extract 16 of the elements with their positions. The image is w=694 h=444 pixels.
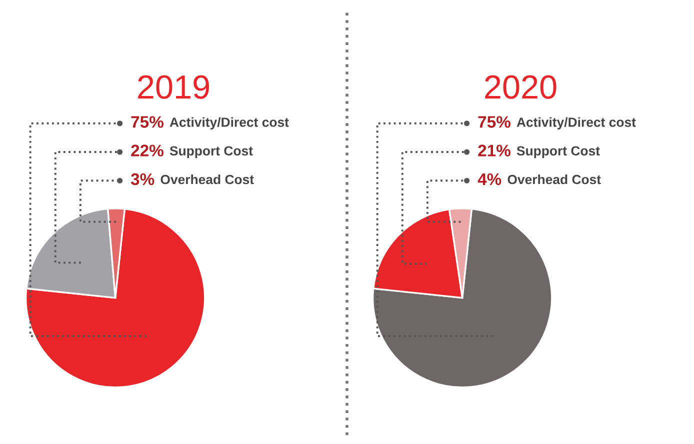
data-label: 21% [478,144,510,156]
data-label: 4% [478,173,502,186]
slice-label: Support Cost [170,146,253,158]
pie-slice [372,208,553,388]
data-label: 75% [478,116,510,128]
slice-label: Overhead Cost [508,174,601,184]
slice-label: Overhead Cost [160,174,254,184]
slice-label: Activity/Direct cost [170,117,289,130]
slice-label: Support Cost [516,146,600,158]
data-label: 75% [131,116,164,128]
chart-title: 2020 [485,75,556,99]
pie-slice [25,208,206,388]
slice-label: Activity/Direct cost [516,117,636,130]
data-label: 3% [130,173,154,186]
chart-title: 2019 [138,75,209,99]
data-label: 22% [131,144,164,156]
